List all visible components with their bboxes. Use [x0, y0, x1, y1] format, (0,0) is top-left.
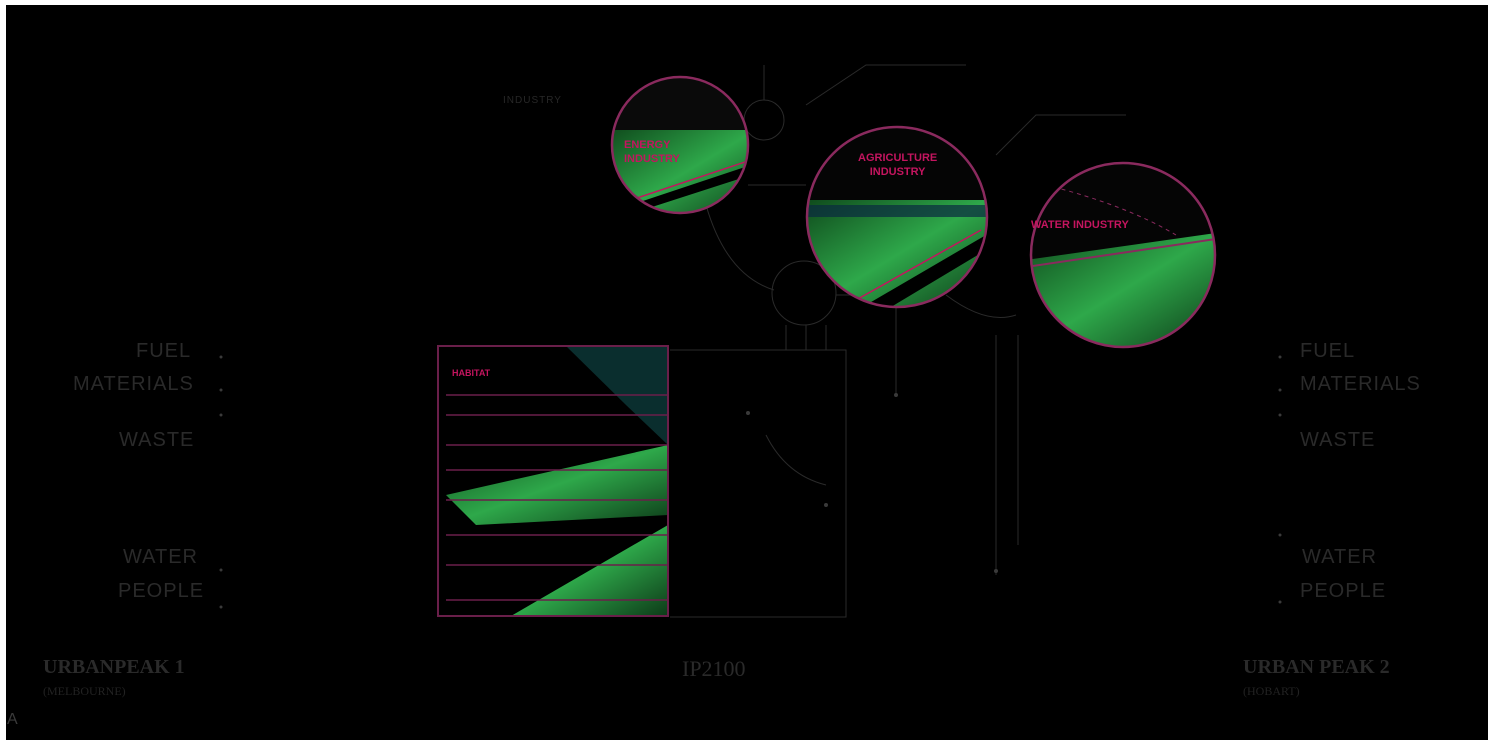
corner-letter: A — [7, 711, 18, 728]
agriculture-industry-ring — [805, 125, 989, 309]
energy-industry-ring — [610, 75, 750, 215]
water-industry-ring — [1029, 161, 1217, 349]
left-flow-water: WATER — [123, 546, 198, 568]
energy-industry-label: ENERGY INDUSTRY — [624, 139, 680, 165]
urban-peak-2-subtitle: (HOBART) — [1243, 684, 1300, 698]
urban-peak-2-title: URBAN PEAK 2 — [1243, 656, 1390, 678]
ip2100-title: IP2100 — [682, 656, 746, 681]
right-flow-fuel: FUEL — [1300, 340, 1356, 362]
left-flow-people: PEOPLE — [118, 580, 205, 602]
industry-label: INDUSTRY — [503, 95, 562, 106]
right-flow-people: PEOPLE — [1300, 580, 1387, 602]
habitat-frame — [437, 345, 669, 617]
left-flow-waste: WASTE — [119, 429, 195, 451]
water-industry-label: WATER INDUSTRY — [1031, 219, 1129, 231]
urban-peak-1-subtitle: (MELBOURNE) — [43, 684, 126, 698]
energy-industry-image — [612, 77, 748, 213]
connector-lines — [670, 64, 1126, 618]
diagram-graphics — [219, 64, 1282, 618]
water-industry-image — [1031, 163, 1215, 347]
right-flow-waste: WASTE — [1300, 429, 1376, 451]
right-flow-materials: MATERIALS — [1300, 373, 1421, 395]
urban-peak-1-title: URBANPEAK 1 — [43, 656, 185, 678]
agriculture-industry-label: AGRICULTURE INDUSTRY — [858, 152, 938, 178]
habitat-image — [438, 346, 668, 616]
connector-dots — [219, 355, 1282, 609]
left-flow-materials: MATERIALS — [73, 373, 194, 395]
diagram-canvas: INDUSTRY ENERGY INDUSTRY AGRICULTURE IND… — [6, 5, 1488, 740]
left-flow-fuel: FUEL — [136, 340, 192, 362]
habitat-label: HABITAT — [452, 368, 491, 378]
right-flow-water: WATER — [1302, 546, 1377, 568]
